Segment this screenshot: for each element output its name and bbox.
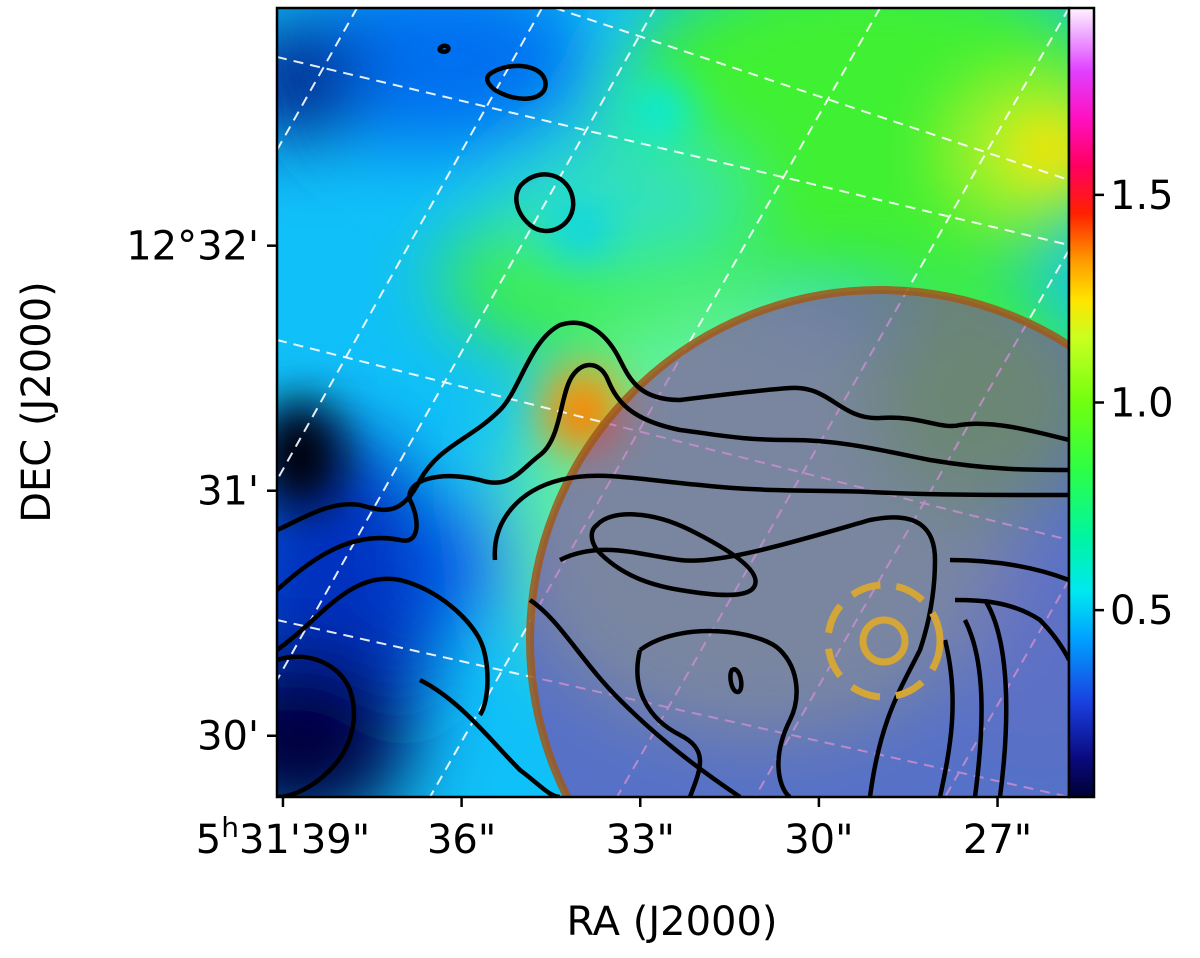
x-tick-label: 27" — [963, 817, 1032, 863]
colorbar-gradient — [1069, 8, 1094, 797]
colorbar-tick-label: 1.5 — [1110, 173, 1174, 219]
contour-line — [528, 515, 938, 797]
x-tick-label: 5h31'39" — [196, 811, 370, 863]
x-axis-ticks: 5h31'39" 36" 33" 30" 27" — [196, 797, 1032, 863]
contour-line — [728, 667, 744, 695]
colorbar-tick-label: 0.5 — [1110, 588, 1174, 634]
contour-line — [277, 473, 1069, 717]
contour-line — [635, 628, 799, 797]
colorbar: 0.5 1.0 1.5 — [1067, 6, 1174, 799]
x-tick-label: 33" — [606, 817, 675, 863]
contour-line — [514, 172, 576, 234]
contour-line — [437, 43, 451, 54]
y-axis-label: DEC (J2000) — [14, 281, 60, 523]
target-marker — [824, 581, 944, 701]
contour-line — [277, 362, 1069, 592]
contour-line — [277, 320, 1069, 533]
x-tick-label: 36" — [427, 817, 496, 863]
x-tick-label: 30" — [784, 817, 853, 863]
contours — [277, 43, 1069, 797]
contour-line — [937, 557, 1069, 797]
contour-line — [485, 63, 548, 101]
y-tick-label: 12°32' — [126, 224, 259, 270]
contour-line — [418, 677, 561, 797]
colorbar-ticks: 0.5 1.0 1.5 — [1094, 173, 1174, 634]
y-axis-ticks: 12°32' 31' 30' — [126, 224, 277, 760]
contour-line — [277, 654, 357, 797]
heatmap-image — [277, 8, 1069, 797]
y-tick-label: 30' — [197, 714, 259, 760]
x-axis-label: RA (J2000) — [566, 899, 777, 945]
y-tick-label: 31' — [197, 469, 259, 515]
colorbar-tick-label: 1.0 — [1110, 381, 1174, 427]
